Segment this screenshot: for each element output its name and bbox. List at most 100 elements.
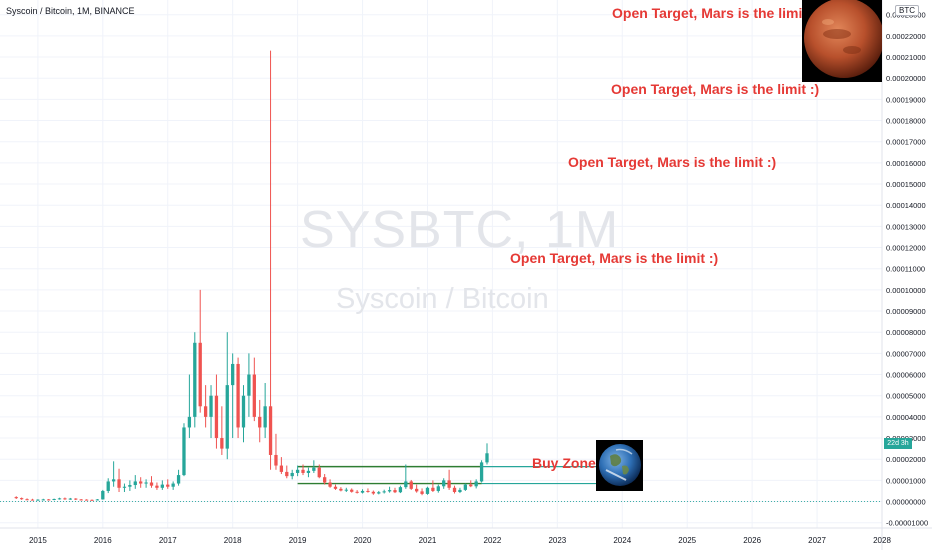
candle-body [442, 480, 446, 487]
annotation-4: Open Target, Mars is the limit :) [510, 250, 719, 266]
candle-body [323, 477, 327, 483]
y-tick-label: 0.00014000 [886, 201, 926, 210]
candle-body [285, 471, 289, 477]
annotation-3: Open Target, Mars is the limit :) [568, 154, 777, 170]
earth-image [596, 440, 643, 491]
x-tick-label: 2025 [678, 536, 696, 545]
candle-body [398, 487, 403, 493]
candle-body [339, 488, 343, 491]
y-tick-label: 0.00016000 [886, 159, 926, 168]
candle-body [139, 481, 143, 484]
currency-badge: BTC [895, 5, 919, 16]
x-tick-label: 2019 [289, 536, 307, 545]
candle-body [306, 470, 311, 473]
candle-body [117, 479, 121, 488]
earth-planet-icon [599, 444, 641, 486]
candle-body [360, 490, 365, 493]
candle-body [371, 491, 376, 494]
candle-body [409, 481, 413, 489]
y-tick-label: 0.00001000 [886, 476, 926, 485]
candle-body [247, 374, 251, 396]
x-tick-label: 2024 [613, 536, 631, 545]
y-tick-label: 0.00000000 [886, 498, 926, 507]
candle-body [47, 499, 51, 501]
y-tick-label: 0.00005000 [886, 392, 926, 401]
candle-body [469, 484, 473, 487]
candle-body [101, 490, 105, 500]
candle-body [84, 499, 89, 501]
candle-body [214, 395, 219, 439]
candle-body [203, 406, 208, 417]
y-tick-label: 0.00017000 [886, 138, 926, 147]
candle-body [19, 498, 24, 500]
candle-body [431, 487, 435, 491]
candle-body [63, 498, 67, 500]
candle-body [404, 481, 408, 488]
y-tick-label: 0.00020000 [886, 74, 926, 83]
x-tick-label: 2023 [548, 536, 566, 545]
candle-body [474, 481, 478, 487]
candle-body [52, 499, 56, 501]
candle-body [274, 454, 278, 466]
candle-body [333, 486, 338, 489]
candle-body [209, 395, 213, 417]
x-tick-label: 2022 [484, 536, 502, 545]
watermark-ticker: SYSBTC, 1M [300, 201, 620, 259]
y-tick-label: 0.00004000 [886, 413, 926, 422]
y-tick-label: -0.00001000 [886, 519, 928, 528]
candle-body [187, 416, 192, 428]
mars-image [802, 0, 882, 82]
y-tick-label: 0.00022000 [886, 32, 926, 41]
candle-body [68, 498, 72, 500]
candle-body [176, 475, 181, 484]
candle-body [225, 385, 229, 449]
candle-body [425, 487, 430, 494]
candle-body [258, 416, 262, 428]
candle-body [171, 483, 175, 487]
candle-body [479, 462, 484, 482]
candle-body [133, 481, 137, 486]
candle-body [14, 497, 18, 499]
y-tick-label: 0.00012000 [886, 244, 926, 253]
candle-body [436, 486, 440, 491]
y-tick-label: 0.00019000 [886, 95, 926, 104]
candle-body [79, 499, 83, 501]
x-tick-label: 2016 [94, 536, 112, 545]
y-tick-label: 0.00009000 [886, 307, 926, 316]
candle-body [236, 363, 240, 428]
x-tick-label: 2021 [419, 536, 437, 545]
candle-body [220, 438, 224, 449]
x-tick-label: 2015 [29, 536, 47, 545]
candle-body [317, 467, 321, 478]
candle-body [463, 484, 467, 490]
candle-body [312, 467, 316, 471]
candle-body [36, 499, 40, 501]
candle-body [279, 465, 284, 472]
y-tick-label: 0.00006000 [886, 371, 926, 380]
candle-body [350, 489, 354, 492]
candle-body [420, 491, 424, 494]
candle-body [231, 363, 235, 386]
candle-body [458, 489, 462, 493]
annotation-2: Open Target, Mars is the limit :) [611, 81, 820, 97]
y-tick-label: 0.00013000 [886, 222, 926, 231]
candle-body [263, 406, 267, 428]
x-tick-label: 2027 [808, 536, 826, 545]
candle-body [355, 491, 359, 493]
candle-body [241, 395, 246, 428]
candle-body [41, 499, 45, 501]
candle-body [252, 374, 256, 417]
y-tick-label: 0.00007000 [886, 349, 926, 358]
candle-body [144, 482, 148, 484]
x-tick-label: 2026 [743, 536, 761, 545]
annotation-1: Open Target, Mars is the limit :) [612, 5, 821, 21]
candle-body [301, 469, 305, 473]
x-tick-label: 2018 [224, 536, 242, 545]
mars-planet-icon [804, 0, 882, 78]
candle-body [30, 499, 35, 501]
candle-body [290, 472, 294, 477]
candle-body [485, 453, 489, 463]
candle-body [377, 492, 381, 494]
candle-body [166, 484, 170, 487]
